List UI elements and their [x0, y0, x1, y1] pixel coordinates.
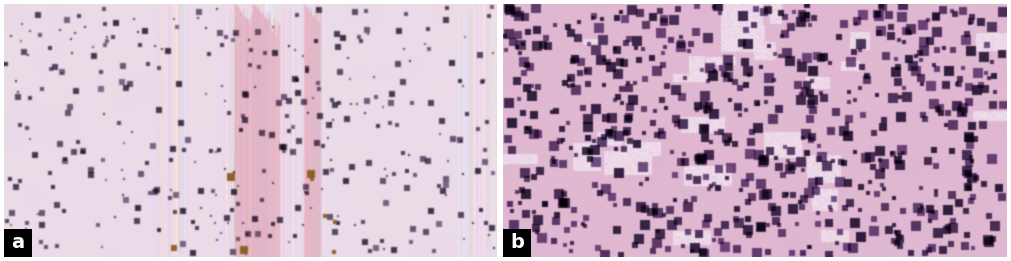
Bar	[503, 229, 531, 257]
Bar	[4, 229, 32, 257]
Text: a: a	[11, 234, 24, 252]
Text: b: b	[511, 234, 524, 252]
